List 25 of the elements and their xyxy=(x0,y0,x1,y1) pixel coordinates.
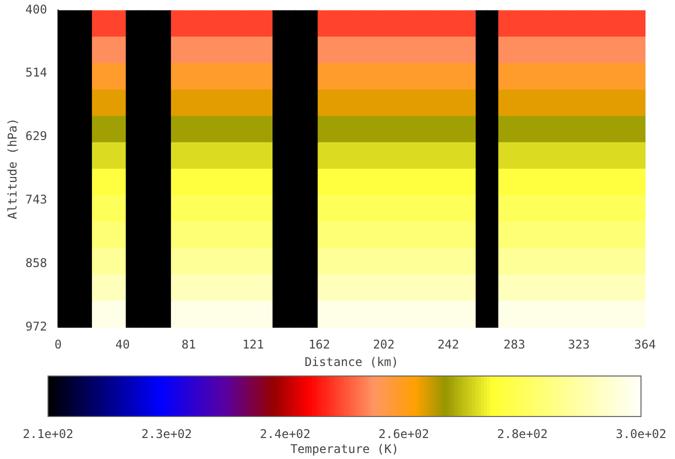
x-tick-label: 242 xyxy=(437,338,460,352)
x-tick-label: 121 xyxy=(242,338,264,352)
x-tick-label: 81 xyxy=(181,338,196,352)
color-bar-label: 3.0e+02 xyxy=(616,426,666,441)
color-bar-label: 2.8e+02 xyxy=(497,426,548,441)
color-bar-label: 2.4e+02 xyxy=(260,426,310,441)
x-tick-label: 162 xyxy=(308,338,330,352)
x-tick-label: 323 xyxy=(568,338,590,352)
y-axis-title: Altitude (hPa) xyxy=(5,118,20,220)
y-tick-label: 743 xyxy=(25,192,48,206)
color-bar-label: 2.6e+02 xyxy=(378,426,430,441)
x-tick-label: 202 xyxy=(372,338,395,352)
x-tick-label: 0 xyxy=(54,338,62,352)
x-tick-label: 283 xyxy=(504,338,526,352)
color-bar-label: 2.1e+02 xyxy=(22,426,74,441)
x-tick-label: 364 xyxy=(634,338,656,352)
x-axis-title: Distance (km) xyxy=(304,354,398,369)
y-tick-label: 629 xyxy=(25,129,48,144)
x-tick-label: 40 xyxy=(115,338,130,352)
color-bar-label: 2.3e+02 xyxy=(141,426,192,441)
color-bar-title: Temperature (K) xyxy=(290,442,399,456)
y-tick-label: 400 xyxy=(25,2,48,16)
y-tick-label: 972 xyxy=(25,319,48,334)
y-tick-label: 514 xyxy=(25,66,48,80)
y-tick-label: 858 xyxy=(25,256,48,270)
